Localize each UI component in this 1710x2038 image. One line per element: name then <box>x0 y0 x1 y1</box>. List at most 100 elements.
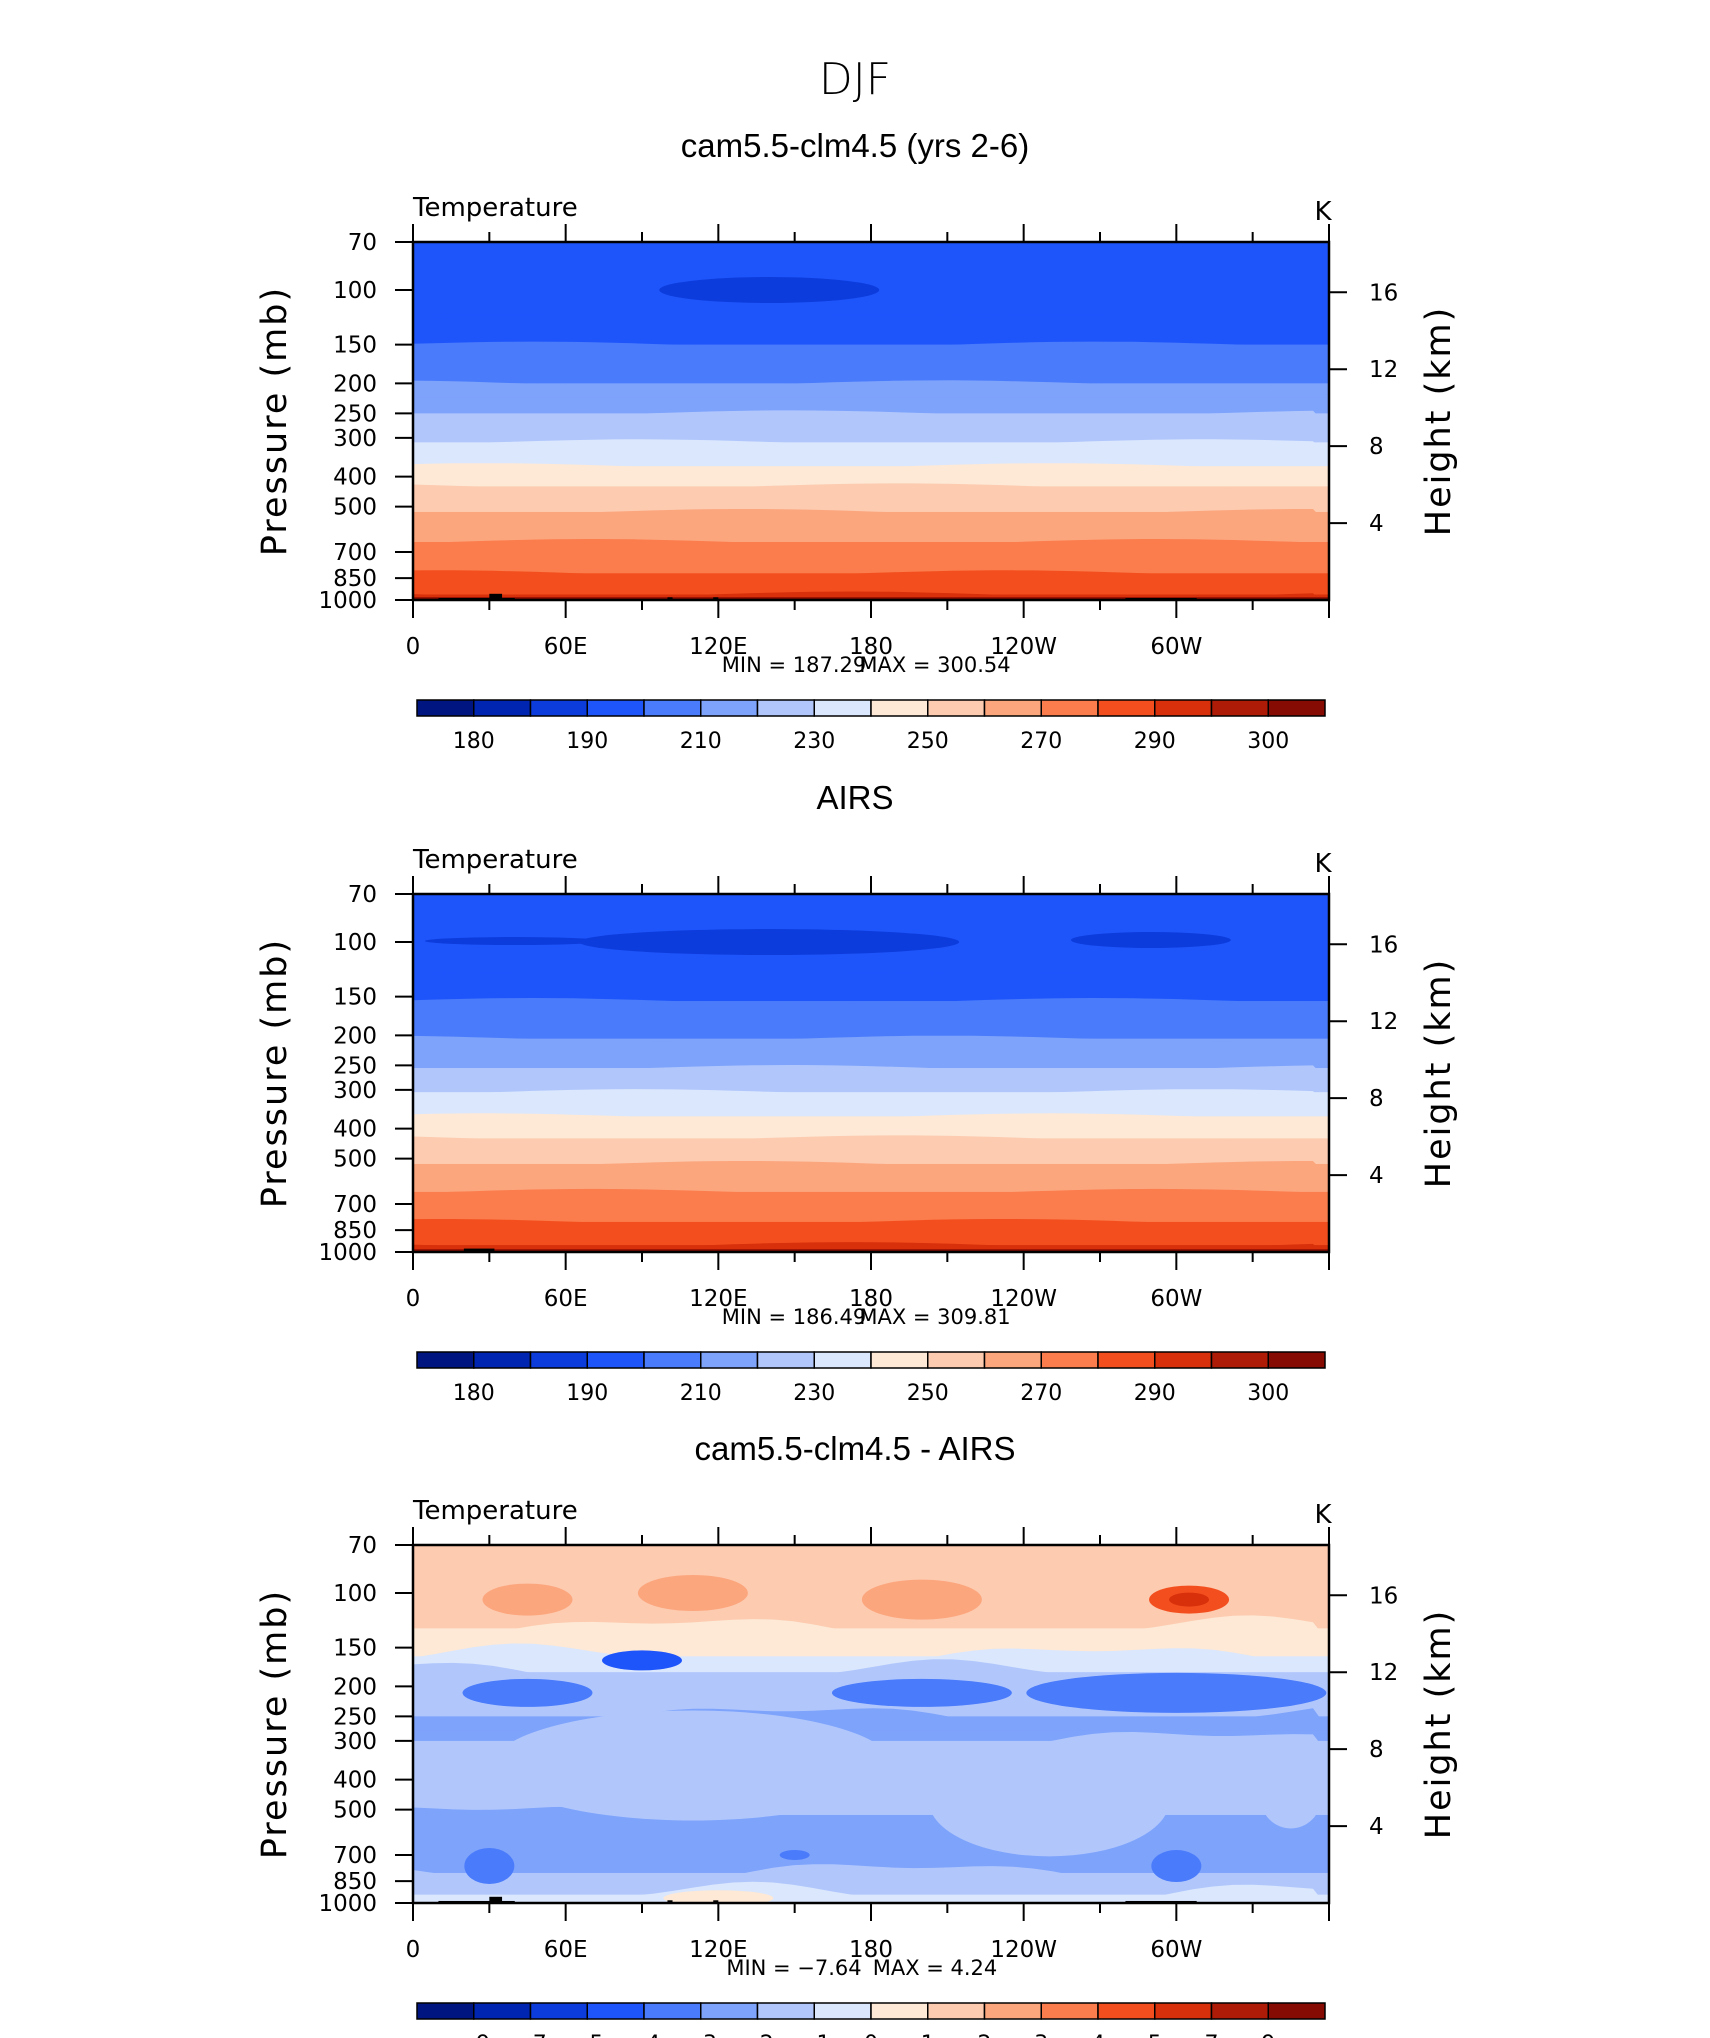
y-tick-label: 250 <box>333 401 377 427</box>
panel-title: cam5.5-clm4.5 - AIRS <box>695 1430 1016 1467</box>
colorbar-box <box>1040 2002 1099 2020</box>
x-tick-label: 120W <box>990 1937 1057 1963</box>
colorbar-box <box>586 2002 645 2020</box>
y-tick-label: 300 <box>333 1078 377 1104</box>
y-tick-label: 500 <box>333 1798 377 1824</box>
colorbar-box <box>983 699 1042 717</box>
topography <box>463 1248 495 1252</box>
colorbar-box <box>473 2002 532 2020</box>
colorbar-box <box>586 699 645 717</box>
y-tick-label: 850 <box>333 1218 377 1244</box>
panels: cam5.5-clm4.5 (yrs 2-6) Temperature K 0 60E 1… <box>255 127 1459 2038</box>
colorbar-label: 270 <box>1020 729 1062 754</box>
topography <box>713 597 719 600</box>
colorbar-label: 190 <box>566 729 608 754</box>
colorbar-box <box>813 1351 872 1369</box>
colorbar-box <box>927 2002 986 2020</box>
x-tick-label: 0 <box>406 1286 421 1312</box>
units-label: K <box>1314 1500 1332 1530</box>
colorbar-box <box>1154 2002 1213 2020</box>
y-axis-title: Pressure (mb) <box>255 286 295 556</box>
y-right-tick-label: 4 <box>1369 511 1384 537</box>
colorbar-box <box>1267 1351 1326 1369</box>
colorbar-label: 5 <box>1148 2032 1162 2038</box>
y-right-axis-title: Height (km) <box>1419 1609 1459 1840</box>
y-tick-label: 1000 <box>318 1891 377 1917</box>
colorbar-box <box>416 699 475 717</box>
colorbar-label: −9 <box>458 2032 490 2038</box>
colorbar-label: −1 <box>798 2032 830 2038</box>
contour-feature <box>1026 1672 1327 1713</box>
x-tick-label: 180 <box>849 634 893 660</box>
colorbar-box <box>586 1351 645 1369</box>
y-tick-label: 150 <box>333 985 377 1011</box>
contour-edge <box>413 1065 1329 1083</box>
panel-1: cam5.5-clm4.5 (yrs 2-6) Temperature K 0 60E 1… <box>255 127 1459 754</box>
colorbar-label: 180 <box>453 729 495 754</box>
units-label: K <box>1314 197 1332 227</box>
x-tick-label: 180 <box>849 1286 893 1312</box>
y-tick-label: 700 <box>333 1192 377 1218</box>
colorbar-box <box>870 699 929 717</box>
colorbar-box <box>1267 2002 1326 2020</box>
min-value: MIN = 187.29 <box>722 653 866 677</box>
colorbar-box <box>529 2002 588 2020</box>
colorbar-box <box>1040 699 1099 717</box>
y-tick-label: 700 <box>333 1843 377 1869</box>
contour-band <box>413 242 1329 316</box>
y-right-tick-label: 8 <box>1369 1737 1384 1763</box>
y-tick-label: 300 <box>333 1729 377 1755</box>
y-axis-title: Pressure (mb) <box>255 1589 295 1859</box>
variable-label: Temperature <box>412 1496 578 1526</box>
y-axis-title: Pressure (mb) <box>255 938 295 1208</box>
y-right-tick-label: 12 <box>1369 1660 1398 1686</box>
y-tick-label: 500 <box>333 1147 377 1173</box>
colorbar-label: 300 <box>1247 729 1289 754</box>
surface-layer <box>413 597 1329 600</box>
y-right-tick-label: 16 <box>1369 280 1398 306</box>
colorbar-label: 290 <box>1134 729 1176 754</box>
colorbar-box <box>870 1351 929 1369</box>
colorbar-box <box>1097 699 1156 717</box>
contour-feature <box>779 1849 810 1860</box>
topography <box>667 1900 673 1903</box>
y-tick-label: 70 <box>348 230 377 256</box>
colorbar-box <box>643 699 702 717</box>
colorbar-label: 1 <box>921 2032 935 2038</box>
contour-feature <box>602 1650 682 1671</box>
colorbar-label: 9 <box>1261 2032 1275 2038</box>
colorbar-box <box>473 1351 532 1369</box>
colorbar-box <box>1210 699 1269 717</box>
y-right-tick-label: 8 <box>1369 434 1384 460</box>
x-tick-label: 120W <box>990 634 1057 660</box>
colorbar-box <box>473 699 532 717</box>
contour-edge <box>413 509 1329 526</box>
y-tick-label: 700 <box>333 540 377 566</box>
contour-field <box>413 1545 1329 1903</box>
colorbar-box <box>1097 2002 1156 2020</box>
colorbar-label: −7 <box>514 2032 546 2038</box>
colorbar-box <box>529 1351 588 1369</box>
colorbar-box <box>643 2002 702 2020</box>
colorbar-label: −5 <box>571 2032 603 2038</box>
y-tick-label: 200 <box>333 371 377 397</box>
contour-edge <box>413 1219 1329 1236</box>
panel-title: AIRS <box>816 779 893 816</box>
colorbar-box <box>813 699 872 717</box>
colorbar: −9 −7 −5 −4 −3 −2 −1 0 1 2 3 4 5 7 9 <box>416 2002 1326 2038</box>
y-tick-label: 150 <box>333 333 377 359</box>
max-value: MAX = 309.81 <box>859 1305 1010 1329</box>
cold-core <box>579 929 960 956</box>
figure-title: DJF <box>819 54 891 105</box>
contour-field <box>413 894 1329 1252</box>
x-tick-label: 120W <box>990 1286 1057 1312</box>
colorbar-box <box>927 1351 986 1369</box>
contour-edge <box>413 410 1329 428</box>
x-tick-label: 60W <box>1150 634 1202 660</box>
colorbar-label: 210 <box>680 1381 722 1406</box>
topography <box>489 593 503 600</box>
colorbar-label: 190 <box>566 1381 608 1406</box>
y-tick-label: 150 <box>333 1636 377 1662</box>
panel-2: AIRS Temperature K 0 60E 120E 180 120W 60W 70 100 1… <box>255 779 1459 1406</box>
x-tick-label: 60E <box>544 634 588 660</box>
